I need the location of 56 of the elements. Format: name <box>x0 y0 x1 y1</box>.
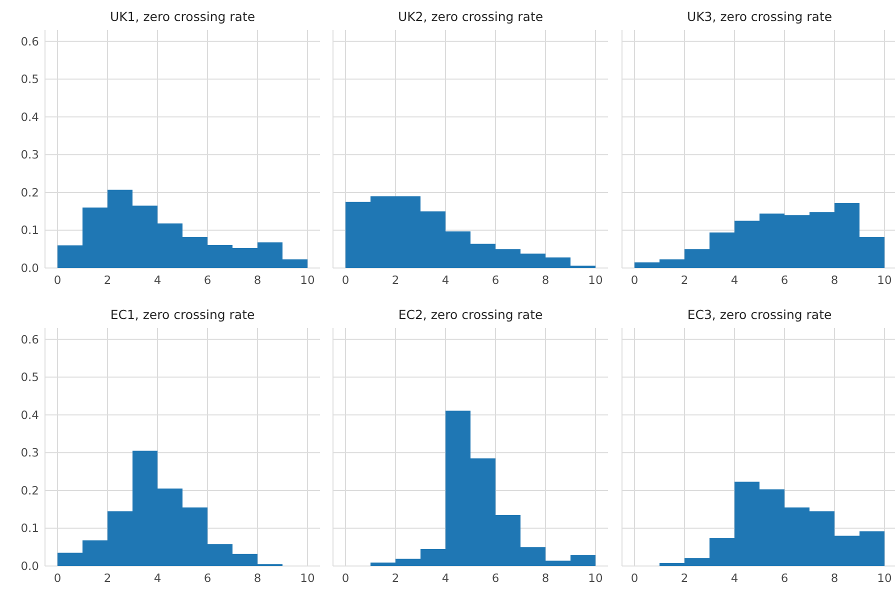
y-tick-label: 0.6 <box>20 332 39 346</box>
chart-title: UK3, zero crossing rate <box>686 9 832 24</box>
x-tick-label: 4 <box>730 571 738 585</box>
y-tick-label: 0.6 <box>20 34 39 48</box>
y-tick-label: 0.5 <box>20 72 39 86</box>
chart-title: EC2, zero crossing rate <box>398 307 543 322</box>
y-tick-label: 0.1 <box>20 521 39 536</box>
x-tick-label: 0 <box>342 273 350 287</box>
x-tick-label: 4 <box>442 571 450 585</box>
x-tick-label: 6 <box>492 273 500 287</box>
x-tick-label: 0 <box>630 273 638 287</box>
x-tick-label: 10 <box>300 273 315 287</box>
y-tick-label: 0.2 <box>20 185 39 200</box>
x-tick-label: 0 <box>54 273 62 287</box>
x-tick-label: 4 <box>154 571 162 585</box>
x-tick-label: 0 <box>54 571 62 585</box>
x-tick-label: 2 <box>104 273 112 287</box>
chart-title: UK1, zero crossing rate <box>110 9 256 24</box>
x-tick-label: 8 <box>254 571 262 585</box>
chart-title: UK2, zero crossing rate <box>398 9 544 24</box>
chart-title: EC3, zero crossing rate <box>687 307 832 322</box>
x-tick-label: 10 <box>300 571 315 585</box>
x-tick-label: 2 <box>680 571 688 585</box>
x-tick-label: 6 <box>492 571 500 585</box>
x-tick-label: 10 <box>588 273 603 287</box>
x-tick-label: 8 <box>542 571 550 585</box>
y-tick-label: 0.3 <box>20 148 39 162</box>
x-tick-label: 10 <box>588 571 603 585</box>
x-tick-label: 6 <box>780 273 788 287</box>
x-tick-label: 4 <box>154 273 162 287</box>
x-tick-label: 2 <box>392 273 400 287</box>
y-tick-label: 0.0 <box>20 261 39 276</box>
x-tick-label: 6 <box>204 571 212 585</box>
x-tick-label: 4 <box>442 273 450 287</box>
x-tick-label: 8 <box>830 273 838 287</box>
y-tick-label: 0.3 <box>20 446 39 460</box>
x-tick-label: 6 <box>204 273 212 287</box>
y-tick-label: 0.4 <box>20 110 39 124</box>
x-tick-label: 2 <box>680 273 688 287</box>
chart-title: EC1, zero crossing rate <box>110 307 255 322</box>
x-tick-label: 0 <box>342 571 350 585</box>
x-tick-label: 2 <box>104 571 112 585</box>
y-tick-label: 0.1 <box>20 223 39 238</box>
x-tick-label: 0 <box>630 571 638 585</box>
x-tick-label: 4 <box>730 273 738 287</box>
x-tick-label: 10 <box>877 273 892 287</box>
y-tick-label: 0.5 <box>20 370 39 384</box>
y-tick-label: 0.2 <box>20 483 39 498</box>
x-tick-label: 6 <box>780 571 788 585</box>
y-tick-label: 0.4 <box>20 408 39 422</box>
x-tick-label: 2 <box>392 571 400 585</box>
x-tick-label: 8 <box>254 273 262 287</box>
y-tick-label: 0.0 <box>20 559 39 574</box>
x-tick-label: 10 <box>877 571 892 585</box>
x-tick-label: 8 <box>542 273 550 287</box>
x-tick-label: 8 <box>830 571 838 585</box>
